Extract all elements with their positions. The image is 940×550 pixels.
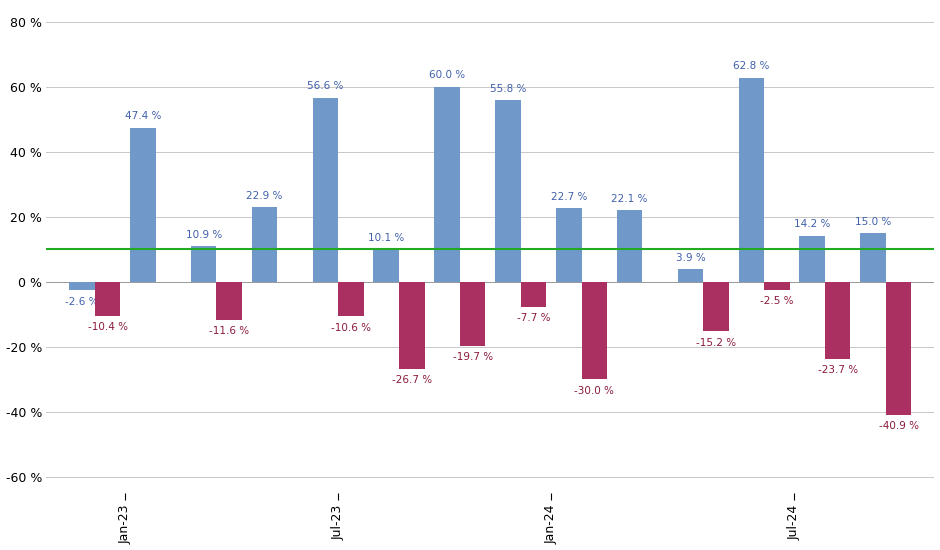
Text: 62.8 %: 62.8 % (733, 61, 770, 71)
Text: 14.2 %: 14.2 % (794, 219, 830, 229)
Text: -23.7 %: -23.7 % (818, 365, 858, 376)
Text: 22.7 %: 22.7 % (551, 191, 587, 201)
Text: -15.2 %: -15.2 % (696, 338, 736, 348)
Text: -2.5 %: -2.5 % (760, 296, 793, 306)
Bar (338, 282, 364, 316)
Text: 22.9 %: 22.9 % (246, 191, 283, 201)
Text: 56.6 %: 56.6 % (307, 81, 343, 91)
Bar (764, 282, 790, 290)
Text: -40.9 %: -40.9 % (879, 421, 918, 431)
Bar (252, 207, 277, 282)
Bar (70, 282, 95, 290)
Bar (885, 282, 911, 415)
Text: 3.9 %: 3.9 % (676, 252, 705, 263)
Bar (399, 282, 425, 369)
Bar (678, 269, 703, 282)
Text: 22.1 %: 22.1 % (611, 194, 648, 204)
Bar (130, 128, 156, 282)
Bar (582, 282, 607, 380)
Bar (434, 87, 460, 282)
Bar (460, 282, 485, 346)
Text: 15.0 %: 15.0 % (854, 217, 891, 227)
Text: -10.4 %: -10.4 % (87, 322, 128, 332)
Bar (739, 78, 764, 282)
Text: 55.8 %: 55.8 % (490, 84, 526, 94)
Text: -30.0 %: -30.0 % (574, 386, 614, 396)
Bar (521, 282, 546, 307)
Bar (703, 282, 728, 331)
Text: 10.9 %: 10.9 % (185, 230, 222, 240)
Bar (216, 282, 242, 320)
Bar (825, 282, 851, 359)
Text: 47.4 %: 47.4 % (125, 111, 161, 122)
Text: 60.0 %: 60.0 % (429, 70, 465, 80)
Text: -11.6 %: -11.6 % (210, 326, 249, 336)
Bar (373, 249, 399, 282)
Bar (495, 101, 521, 282)
Bar (799, 236, 825, 282)
Text: -2.6 %: -2.6 % (65, 297, 99, 307)
Text: -26.7 %: -26.7 % (392, 375, 431, 385)
Bar (313, 98, 338, 282)
Bar (191, 246, 216, 282)
Bar (617, 210, 642, 282)
Bar (860, 233, 885, 282)
Text: 10.1 %: 10.1 % (368, 233, 404, 243)
Text: -19.7 %: -19.7 % (452, 353, 493, 362)
Bar (95, 282, 120, 316)
Text: -7.7 %: -7.7 % (517, 314, 550, 323)
Bar (556, 208, 582, 282)
Text: -10.6 %: -10.6 % (331, 323, 371, 333)
